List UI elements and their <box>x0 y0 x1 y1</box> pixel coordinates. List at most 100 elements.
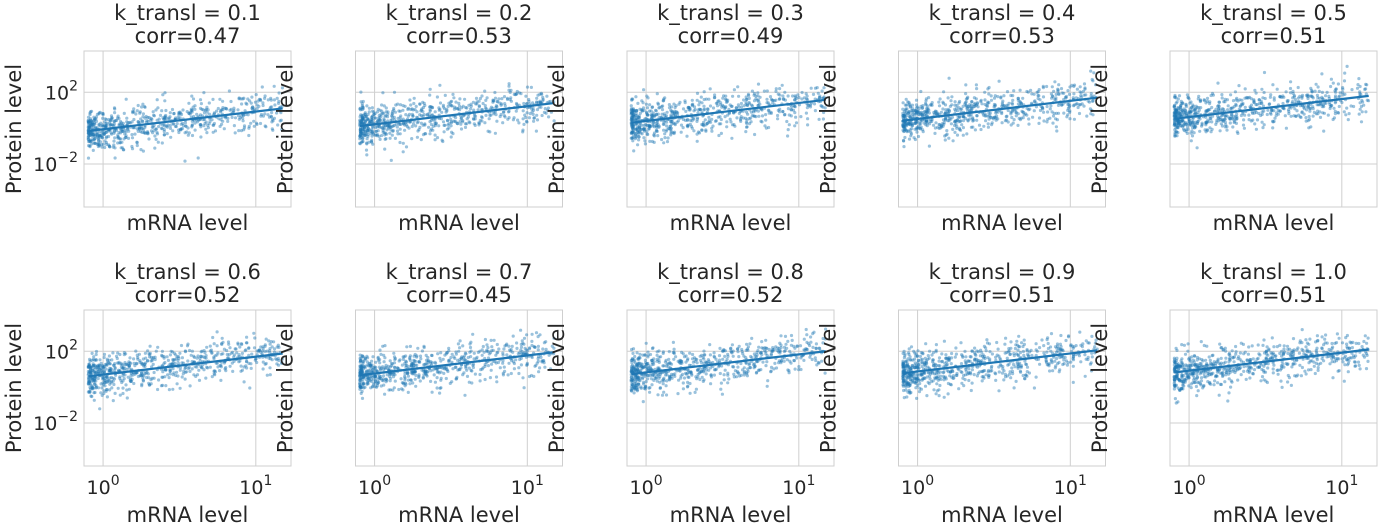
data-point <box>241 97 245 101</box>
data-point <box>188 369 192 373</box>
data-point <box>1025 89 1029 94</box>
data-point <box>648 103 652 107</box>
data-point <box>516 118 520 122</box>
data-point <box>160 127 164 131</box>
data-point <box>753 114 757 118</box>
data-point <box>258 97 262 102</box>
data-point <box>489 113 493 117</box>
data-point <box>104 122 108 126</box>
data-point <box>141 379 145 383</box>
data-point <box>1018 88 1022 92</box>
data-point <box>185 130 189 134</box>
data-point <box>92 118 96 122</box>
data-point <box>195 365 199 369</box>
data-point <box>1306 96 1310 101</box>
data-point <box>392 386 396 390</box>
subplot-title: k_transl = 0.4 <box>929 1 1076 26</box>
data-point <box>1272 96 1276 100</box>
data-point <box>97 122 101 126</box>
data-point <box>242 128 246 132</box>
data-point <box>164 368 168 372</box>
data-point <box>737 111 742 115</box>
subplot-title: k_transl = 0.1 <box>114 1 261 26</box>
data-point <box>134 361 138 365</box>
data-point <box>454 120 458 124</box>
data-point <box>382 131 386 135</box>
data-point <box>702 90 706 94</box>
data-point <box>636 125 640 129</box>
data-point <box>1189 110 1193 114</box>
data-point <box>661 104 665 108</box>
data-point <box>147 137 151 141</box>
data-point <box>97 142 101 146</box>
data-point <box>1358 107 1362 111</box>
data-point <box>161 370 165 374</box>
data-point <box>361 375 365 379</box>
data-point <box>263 94 267 98</box>
data-point <box>673 122 677 126</box>
data-point <box>190 123 194 127</box>
data-point <box>783 90 787 94</box>
data-point <box>102 132 106 136</box>
data-point <box>183 121 187 125</box>
data-point <box>109 131 113 135</box>
data-point <box>93 364 97 368</box>
data-point <box>1077 111 1082 116</box>
data-point <box>101 131 105 135</box>
data-point <box>378 361 382 365</box>
data-point <box>175 370 179 374</box>
data-point <box>1067 92 1072 96</box>
data-point <box>1070 83 1074 87</box>
data-point <box>536 335 540 339</box>
data-point <box>397 109 401 113</box>
data-point <box>972 118 976 122</box>
data-point <box>206 123 210 127</box>
data-point <box>732 123 736 127</box>
data-point <box>267 115 272 119</box>
data-point <box>154 349 158 353</box>
data-point <box>212 121 216 126</box>
data-point <box>1220 118 1224 122</box>
data-point <box>100 369 104 373</box>
data-point <box>165 116 169 120</box>
data-point <box>261 360 265 364</box>
data-point <box>382 374 386 378</box>
data-point <box>91 138 95 142</box>
data-point <box>780 83 784 87</box>
data-point <box>378 118 382 122</box>
data-point <box>1272 119 1276 123</box>
data-point <box>180 361 184 365</box>
data-point <box>1287 112 1291 116</box>
data-point <box>1236 131 1240 135</box>
data-point <box>951 127 955 131</box>
data-point <box>104 118 108 122</box>
data-point <box>144 114 148 119</box>
data-point <box>490 349 494 353</box>
data-point <box>1347 112 1351 116</box>
data-point <box>724 94 728 98</box>
data-point <box>765 101 769 105</box>
data-point <box>512 367 517 371</box>
data-point <box>116 361 120 365</box>
data-point <box>360 102 364 106</box>
data-point <box>1329 77 1333 81</box>
data-point <box>1226 108 1230 112</box>
data-point <box>393 379 397 383</box>
data-point <box>398 358 402 362</box>
data-point <box>501 110 506 114</box>
data-point <box>269 96 273 100</box>
data-point <box>1281 101 1285 106</box>
data-point <box>128 377 132 381</box>
data-point <box>190 94 194 98</box>
data-point <box>1300 95 1304 99</box>
data-point <box>1292 114 1296 118</box>
data-point <box>90 124 94 128</box>
data-point <box>228 108 232 112</box>
data-point <box>156 345 160 349</box>
data-point <box>91 148 95 152</box>
data-point <box>151 131 155 135</box>
data-point <box>280 86 284 90</box>
data-point <box>190 367 194 371</box>
data-point <box>723 97 728 101</box>
